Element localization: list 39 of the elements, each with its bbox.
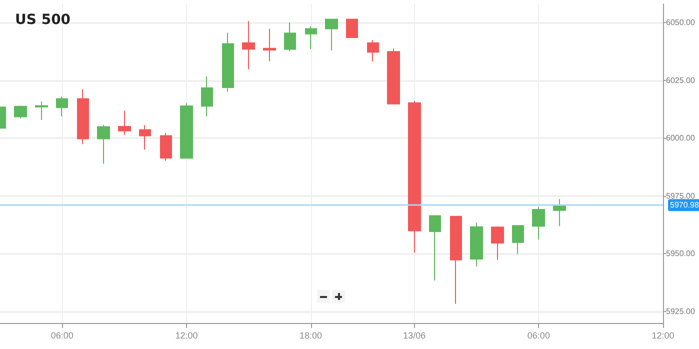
candlestick <box>387 48 400 104</box>
ref-line-label: 5970.98 <box>670 200 699 210</box>
y-tick-label: 5975.00 <box>666 191 696 200</box>
candlestick <box>367 40 379 62</box>
candlestick <box>14 105 27 119</box>
x-tick-label: 06:00 <box>527 330 550 340</box>
x-tick-label: 18:00 <box>300 330 322 340</box>
candlestick <box>325 18 338 51</box>
x-tick-label: 12:00 <box>652 330 674 340</box>
y-tick-label: 6000.00 <box>666 134 696 143</box>
candlestick <box>242 20 255 70</box>
candlestick <box>35 101 48 121</box>
candlestick <box>118 110 131 136</box>
candlestick <box>97 124 110 164</box>
candlestick <box>532 206 545 240</box>
candlestick <box>305 26 317 50</box>
candlestick <box>284 22 296 52</box>
candlestick <box>263 28 276 62</box>
candlestick <box>56 96 68 117</box>
candlestick <box>160 132 172 162</box>
y-tick-label: 5925.00 <box>666 306 696 316</box>
candlestick <box>346 18 358 38</box>
candlestick <box>180 102 193 159</box>
candlestick <box>491 226 504 260</box>
candlestick <box>470 222 483 267</box>
candlestick <box>512 225 524 254</box>
x-tick-label: 12:00 <box>175 330 198 340</box>
x-tick-label: 13/06 <box>403 330 426 340</box>
y-tick-label: 5950.00 <box>666 249 696 258</box>
candlestick <box>201 76 213 117</box>
candlestick <box>429 215 441 281</box>
candlestick <box>77 88 89 145</box>
x-tick-label: 06:00 <box>50 330 74 340</box>
y-tick-label: 6050.00 <box>666 18 696 27</box>
text: US 500 <box>15 12 71 28</box>
y-tick-label: 6025.00 <box>666 76 696 85</box>
candlestick <box>222 32 234 92</box>
candlestick <box>139 124 151 150</box>
candlestick <box>450 216 462 304</box>
